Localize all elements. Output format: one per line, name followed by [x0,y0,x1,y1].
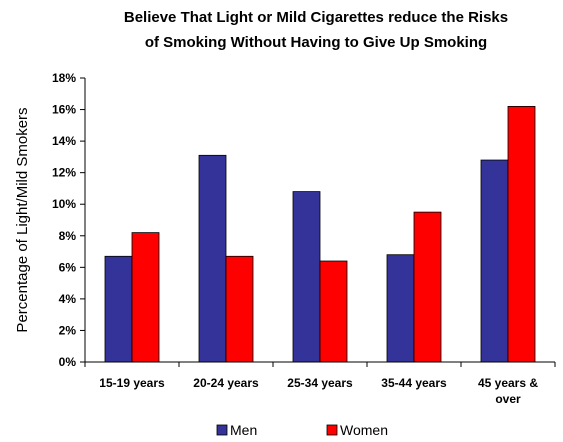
y-tick-label: 12% [52,166,76,180]
legend-swatch-men [216,424,228,436]
x-category-label: 15-19 years [99,376,165,390]
bar-women-4 [507,106,536,363]
y-tick-label: 0% [59,355,77,369]
y-axis-label: Percentage of Light/Mild Smokers [14,107,31,332]
bar-women-1 [225,255,254,363]
x-category-label: 20-24 years [193,376,259,390]
y-tick-label: 18% [52,71,76,85]
bar-men-3 [386,254,415,363]
legend-label-women: Women [340,422,388,438]
chart-title-line: of Smoking Without Having to Give Up Smo… [145,34,487,51]
bar-women-0 [131,232,160,363]
bar-men-4 [480,159,509,363]
y-tick-label: 8% [59,229,77,243]
chart-title-line: Believe That Light or Mild Cigarettes re… [124,9,508,26]
bar-women-2 [319,260,348,363]
x-category-label: 35-44 years [381,376,447,390]
bar-women-3 [413,211,442,363]
y-tick-label: 6% [59,260,77,274]
y-tick-label: 4% [59,292,77,306]
y-tick-label: 14% [52,134,76,148]
x-category-label: 45 years & [478,376,538,390]
legend-swatch-women [326,424,338,436]
bar-men-1 [198,154,227,363]
x-category-label: 25-34 years [287,376,353,390]
y-tick-label: 10% [52,197,76,211]
legend-label-men: Men [230,422,257,438]
bar-men-2 [292,191,321,363]
y-tick-label: 2% [59,323,77,337]
y-tick-label: 16% [52,103,76,117]
x-category-label: over [495,392,521,406]
bar-men-0 [104,255,133,363]
